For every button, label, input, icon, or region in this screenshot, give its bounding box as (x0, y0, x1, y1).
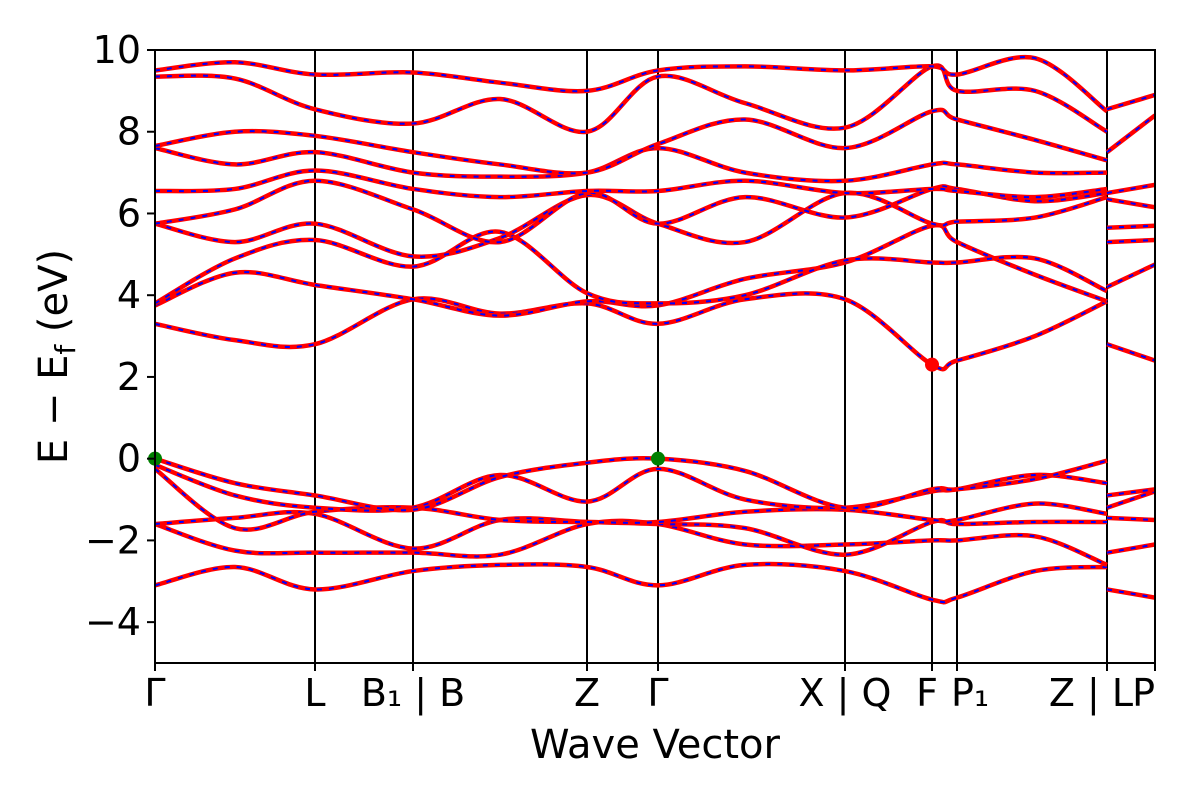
band-line-dash-23 (1106, 93, 1155, 111)
band-line-dash-22 (1106, 114, 1155, 153)
x-tick-label-2: B₁ | B (361, 671, 465, 716)
band-line-dash-19 (1106, 224, 1155, 229)
x-tick-label-1: L (304, 671, 325, 715)
x-tick-label-9: P (1132, 671, 1155, 715)
x-tick-label-8: Z | L (1049, 671, 1133, 716)
band-line-dash-13 (155, 108, 1108, 175)
y-tick-label-1: −2 (85, 518, 141, 562)
x-tick-label-6: F (916, 671, 938, 715)
band-line-12 (155, 145, 1108, 184)
band-line-6 (155, 291, 1108, 372)
y-axis-ticks: −4 −2 0 2 4 6 8 10 (85, 28, 155, 644)
band-line-5 (155, 456, 1108, 513)
y-axis-title-main: E − E (31, 355, 77, 465)
band-line-dash-20 (1106, 198, 1155, 209)
band-line-dash-11 (155, 169, 1108, 199)
band-edge-marker-1-0 (925, 357, 939, 372)
y-tick-label-5: 6 (117, 191, 141, 235)
plot-frame (154, 49, 1156, 664)
x-axis-title: Wave Vector (530, 722, 781, 768)
x-tick-label-3: Z (574, 671, 600, 715)
band-line-3 (155, 467, 1108, 532)
band-line-dash-24 (1106, 588, 1155, 599)
band-line-0 (155, 561, 1108, 605)
kpoint-lines (154, 50, 1156, 663)
band-line-dash-8 (155, 230, 1108, 305)
y-tick-label-3: 2 (117, 355, 141, 399)
band-line-8 (155, 229, 1108, 306)
band-line-dash-7 (155, 224, 1108, 317)
band-line-dash-26 (1106, 516, 1155, 521)
band-line-dash-1 (155, 519, 1108, 566)
y-tick-label-2: 0 (117, 437, 141, 481)
band-edge-markers (148, 357, 939, 466)
x-tick-label-4: Γ (647, 671, 668, 715)
y-axis-title-subscript: f (49, 344, 82, 355)
band-line-dash-27 (1106, 490, 1155, 509)
band-line-dash-28 (1106, 488, 1155, 497)
band-line-dash-10 (155, 179, 1108, 244)
band-line-dash-15 (155, 56, 1108, 113)
y-tick-label-7: 10 (93, 28, 141, 72)
band-line-dash-16 (1106, 343, 1155, 362)
y-tick-label-6: 8 (117, 110, 141, 154)
band-line-dash-5 (155, 457, 1108, 512)
y-tick-label-0: −4 (85, 600, 141, 644)
band-line-dash-17 (1106, 263, 1155, 288)
band-line-dash-14 (155, 64, 1108, 133)
band-line-dash-18 (1106, 239, 1155, 244)
band-line-dash-21 (1106, 183, 1155, 195)
y-axis-title-unit: (eV) (31, 249, 77, 345)
y-tick-label-4: 4 (117, 273, 141, 317)
band-lines (155, 54, 1155, 605)
band-line-dash-25 (1106, 543, 1155, 554)
y-axis-title: E − Ef (eV) (31, 249, 82, 464)
x-tick-label-5: X | Q (799, 671, 892, 716)
x-tick-label-7: P₁ (951, 671, 989, 715)
x-tick-label-0: Γ (144, 671, 165, 715)
band-line-1 (155, 518, 1108, 568)
band-edge-marker-0-1 (651, 451, 665, 466)
